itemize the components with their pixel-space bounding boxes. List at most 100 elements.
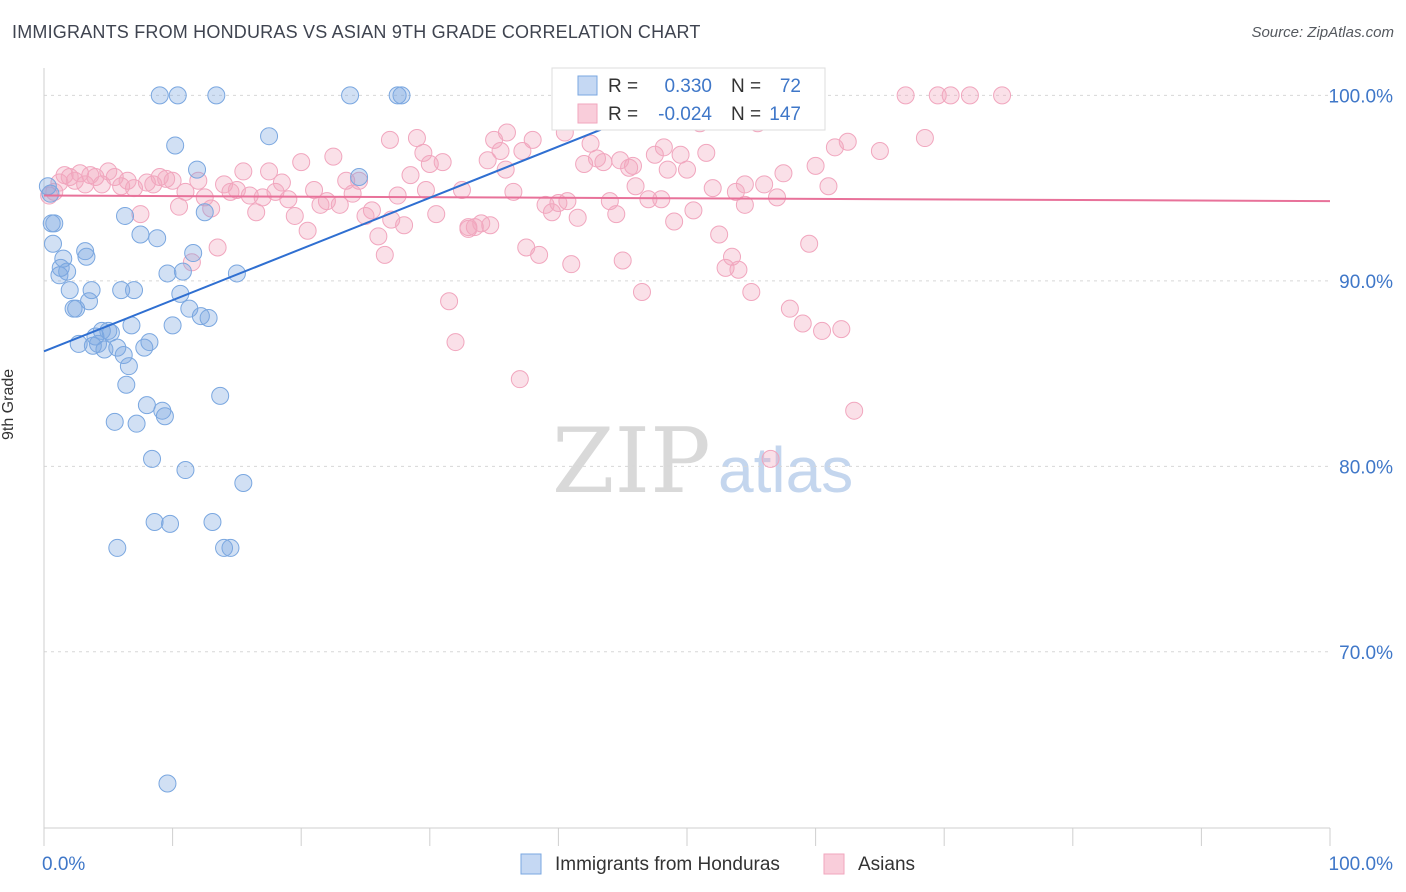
honduras-point — [388, 86, 407, 105]
asians-point — [697, 143, 716, 162]
honduras-point — [116, 206, 135, 225]
asians-point — [960, 86, 979, 105]
chart-title: IMMIGRANTS FROM HONDURAS VS ASIAN 9TH GR… — [12, 22, 701, 42]
honduras-point — [143, 449, 162, 468]
asians-point — [260, 162, 279, 181]
asians-point — [272, 173, 291, 192]
stats-n-label-2: N = — [731, 104, 761, 125]
honduras-point — [227, 264, 246, 283]
asians-point — [742, 282, 761, 301]
honduras-point — [41, 184, 60, 203]
honduras-point — [168, 86, 187, 105]
y-tick-label: 90.0% — [1339, 272, 1393, 293]
asians-point — [324, 147, 343, 166]
asians-point — [611, 151, 630, 170]
asians-point — [530, 245, 549, 264]
stats-r-label-1: R = — [608, 76, 638, 97]
asians-point — [780, 299, 799, 318]
asians-point — [369, 227, 388, 246]
honduras-point — [184, 244, 203, 263]
asians-point — [723, 247, 742, 266]
asians-point — [407, 129, 426, 148]
asians-point — [481, 216, 500, 235]
asians-point — [726, 182, 745, 201]
honduras-point — [119, 357, 138, 376]
honduras-point — [45, 214, 64, 233]
honduras-point — [203, 512, 222, 531]
asians-point — [581, 134, 600, 153]
asians-point — [671, 145, 690, 164]
honduras-point — [60, 281, 79, 300]
grid — [44, 94, 1330, 653]
honduras-point — [350, 167, 369, 186]
asians-point — [343, 184, 362, 203]
honduras-point — [260, 127, 279, 146]
honduras-point — [392, 86, 411, 105]
asians-point — [768, 188, 787, 207]
honduras-point — [135, 338, 154, 357]
honduras-point — [158, 264, 177, 283]
honduras-point — [137, 396, 156, 415]
honduras-point — [188, 160, 207, 179]
asians-point — [433, 153, 452, 172]
asians-point — [285, 206, 304, 225]
asians-point — [594, 153, 613, 172]
asians-point — [632, 282, 651, 301]
asians-point — [896, 86, 915, 105]
asians-point — [414, 143, 433, 162]
asians-point — [375, 245, 394, 264]
asians-point — [401, 166, 420, 185]
asians-point — [504, 182, 523, 201]
honduras-point — [131, 225, 150, 244]
asians-point — [626, 177, 645, 196]
asians-point — [755, 175, 774, 194]
asians-point — [292, 153, 311, 172]
asians-point — [761, 449, 780, 468]
honduras-point — [195, 203, 214, 222]
asians-points — [40, 86, 1012, 468]
asians-point — [645, 145, 664, 164]
honduras-point — [150, 86, 169, 105]
asians-point — [523, 130, 542, 149]
asians-point — [658, 160, 677, 179]
stats-n-value-1: 72 — [780, 76, 801, 97]
x-tick-labels: 0.0% 100.0% — [42, 854, 1393, 875]
y-tick-label: 100.0% — [1329, 86, 1394, 107]
asians-point — [459, 219, 478, 238]
asians-point — [157, 169, 176, 188]
asians-point — [395, 216, 414, 235]
watermark-atlas: atlas — [718, 434, 853, 506]
honduras-point — [215, 538, 234, 557]
asians-point — [652, 190, 671, 209]
asians-point — [832, 320, 851, 339]
asians-point — [195, 188, 214, 207]
asians-point — [819, 177, 838, 196]
honduras-point — [176, 461, 195, 480]
watermark: ZIP atlas — [552, 409, 853, 514]
asians-trend-line — [43, 194, 1331, 203]
asians-point — [600, 192, 619, 211]
honduras-point — [105, 412, 124, 431]
y-tick-label: 80.0% — [1339, 457, 1393, 478]
honduras-point — [80, 292, 99, 311]
asians-point — [654, 138, 673, 157]
asians-point — [279, 190, 298, 209]
source-label: Source: ZipAtlas.com — [1251, 24, 1394, 41]
asians-point — [710, 225, 729, 244]
honduras-point — [58, 262, 77, 281]
honduras-point — [173, 262, 192, 281]
asians-point — [497, 123, 516, 142]
asians-point — [350, 171, 369, 190]
legend-label-honduras: Immigrants from Honduras — [555, 854, 780, 875]
x-tick-label-max: 100.0% — [1329, 854, 1394, 875]
x-tick-label-min: 0.0% — [42, 854, 85, 875]
honduras-point — [127, 414, 146, 433]
honduras-point — [82, 281, 101, 300]
asians-point — [440, 292, 459, 311]
asians-point — [542, 203, 561, 222]
asians-point — [774, 164, 793, 183]
honduras-point — [155, 407, 174, 426]
asians-point — [478, 151, 497, 170]
asians-point — [806, 156, 825, 175]
asians-point — [639, 190, 658, 209]
